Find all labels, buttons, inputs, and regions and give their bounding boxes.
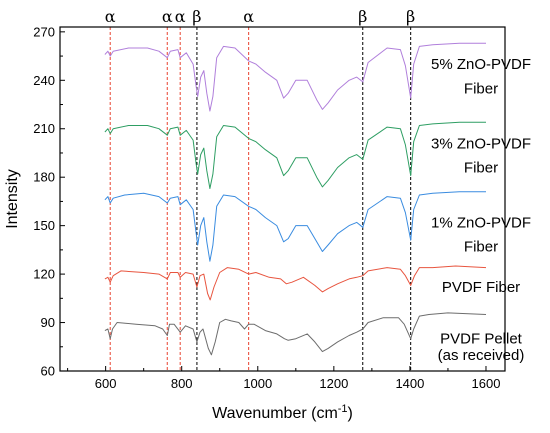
x-tick-label-1200: 1200	[319, 376, 348, 391]
x-axis-title-superscript: -1	[338, 403, 348, 415]
y-axis-ticks: 60 90 120 150 180 210 240 270	[33, 24, 65, 379]
x-axis-title-main: Wavenumber (cm	[212, 405, 338, 422]
x-tick-label-1600: 1600	[472, 376, 501, 391]
reference-label-762: α	[162, 7, 173, 26]
series-label-2-0: 1% ZnO-PVDF	[431, 214, 531, 231]
reference-label-1276: β	[358, 7, 367, 26]
y-tick-label-150: 150	[33, 218, 55, 233]
y-tick-label-210: 210	[33, 121, 55, 136]
x-tick-label-600: 600	[95, 376, 117, 391]
y-tick-label-240: 240	[33, 73, 55, 88]
y-tick-label-90: 90	[41, 315, 55, 330]
reference-label-796: α	[175, 7, 186, 26]
y-axis-title: Intensity	[4, 169, 21, 229]
reference-label-976: α	[243, 7, 254, 26]
x-axis-title-suffix: )	[348, 405, 353, 422]
series-label-4-0: 5% ZnO-PVDF	[431, 56, 531, 73]
y-tick-label-270: 270	[33, 24, 55, 39]
x-tick-label-1400: 1400	[395, 376, 424, 391]
series-line-2	[104, 191, 486, 262]
series-label-3-0: 3% ZnO-PVDF	[431, 135, 531, 152]
series-labels: PVDF Pellet(as received) PVDF Fiber 1% ZnO…	[431, 56, 531, 364]
series-layer	[104, 42, 487, 356]
series-label-0-1: (as received)	[438, 347, 525, 364]
x-axis-title: Wavenumber (cm-1)	[212, 403, 353, 422]
series-label-4-1: Fiber	[464, 80, 498, 97]
reference-label-1402: β	[406, 7, 415, 26]
reference-lines	[109, 27, 412, 371]
series-line-3	[104, 121, 486, 189]
series-line-1	[104, 265, 487, 301]
x-axis-ticks: 600 800 1000 1200 1400 1600	[67, 366, 501, 391]
series-label-0-0: PVDF Pellet	[440, 331, 523, 348]
reference-label-840: β	[192, 7, 201, 26]
y-tick-label-180: 180	[33, 170, 55, 185]
series-label-2-1: Fiber	[464, 239, 498, 256]
reference-label-612: α	[105, 7, 116, 26]
y-tick-label-60: 60	[41, 364, 55, 379]
plot-frame	[59, 26, 506, 372]
x-tick-label-800: 800	[171, 376, 193, 391]
x-tick-label-1000: 1000	[243, 376, 272, 391]
series-line-4	[104, 42, 486, 112]
series-line-0	[104, 312, 487, 356]
y-tick-label-120: 120	[33, 267, 55, 282]
series-label-1-0: PVDF Fiber	[442, 279, 520, 296]
series-label-3-1: Fiber	[464, 160, 498, 177]
